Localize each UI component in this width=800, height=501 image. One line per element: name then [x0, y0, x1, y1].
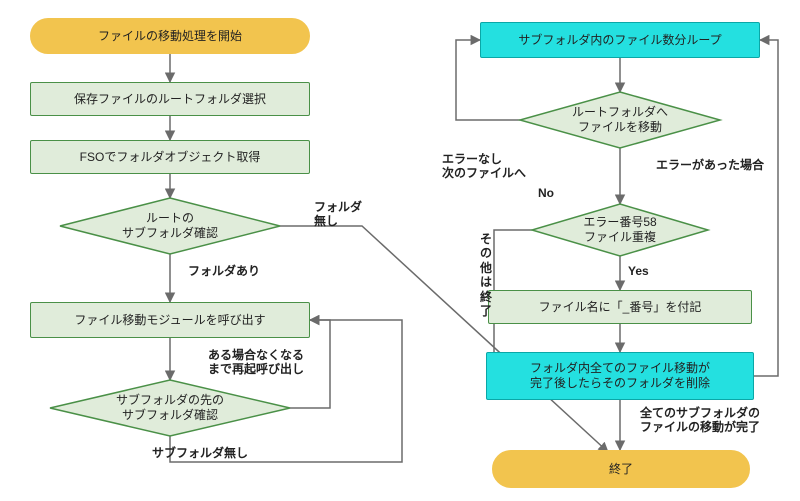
edge-5 — [280, 226, 608, 452]
process-n7: サブフォルダ内のファイル数分ループ — [480, 22, 760, 58]
decision-text-n9: エラー番号58 ファイル重複 — [532, 204, 708, 256]
edge-label-l6: エラーがあった場合 — [656, 158, 764, 172]
process-n3: FSOでフォルダオブジェクト取得 — [30, 140, 310, 174]
edge-label-l2: フォルダあり — [188, 264, 260, 278]
edge-label-l8: Yes — [628, 264, 649, 278]
terminator-n1: ファイルの移動処理を開始 — [30, 18, 310, 54]
decision-text-n6: サブフォルダの先の サブフォルダ確認 — [50, 380, 290, 436]
edge-label-l7: No — [538, 186, 554, 200]
edge-label-l3: ある場合なくなる まで再起呼び出し — [208, 348, 304, 377]
edge-label-l4: サブフォルダ無し — [152, 446, 248, 460]
edge-label-l5: エラーなし 次のファイルへ — [442, 152, 526, 181]
process-n2: 保存ファイルのルートフォルダ選択 — [30, 82, 310, 116]
process-n5: ファイル移動モジュールを呼び出す — [30, 302, 310, 338]
terminator-n12: 終了 — [492, 450, 750, 488]
flowchart-stage: ファイルの移動処理を開始保存ファイルのルートフォルダ選択 FSOでフォルダオブジェ… — [0, 0, 800, 501]
edge-15 — [754, 40, 778, 376]
edge-label-l1: フォルダ 無し — [314, 200, 362, 229]
process-n10: ファイル名に「_番号」を付記 — [488, 290, 752, 324]
decision-text-n8: ルートフォルダへ ファイルを移動 — [520, 92, 720, 148]
edge-label-l10: 全てのサブフォルダの ファイルの移動が完了 — [640, 406, 760, 435]
process-n11: フォルダ内全てのファイル移動が 完了後したらそのフォルダを削除 — [486, 352, 754, 400]
decision-text-n4: ルートの サブフォルダ確認 — [60, 198, 280, 254]
edge-label-l9: そ の 他 は 終 了 — [480, 232, 492, 318]
